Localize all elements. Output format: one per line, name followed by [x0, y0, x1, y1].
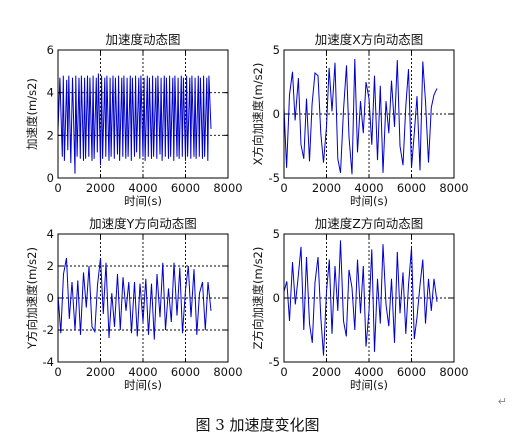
y-axis-label: Z方向加速度(m/s2) — [251, 247, 265, 350]
chart-title: 加速度动态图 — [105, 32, 180, 47]
y-tick-label: -4 — [43, 355, 54, 369]
y-tick-label: -5 — [269, 171, 280, 185]
y-tick-label: 6 — [47, 43, 54, 57]
x-tick-label: 6000 — [397, 181, 426, 195]
x-tick-label: 6000 — [397, 365, 426, 379]
x-tick-label: 8000 — [439, 365, 468, 379]
x-axis-label: 时间(s) — [350, 194, 388, 208]
x-tick-label: 0 — [54, 365, 61, 379]
x-tick-label: 0 — [280, 181, 287, 195]
x-tick-label: 6000 — [171, 365, 200, 379]
x-tick-label: 2000 — [312, 365, 341, 379]
x-tick-label: 8000 — [213, 365, 242, 379]
y-tick-label: -2 — [43, 323, 54, 337]
chart-4: 0 2000 4000 6000 8000-505加速度Z方向动态图时间(s)Z方向加速… — [251, 216, 469, 392]
x-tick-label: 8000 — [439, 181, 468, 195]
x-tick-label: 4000 — [354, 365, 383, 379]
x-tick-label: 2000 — [312, 181, 341, 195]
figure-caption-text: 图 3 加速度变化图 — [195, 416, 320, 434]
x-tick-label: 0 — [280, 365, 287, 379]
series-line-1 — [57, 257, 212, 340]
x-axis-label: 时间(s) — [124, 194, 162, 208]
chart-title: 加速度Z方向动态图 — [315, 216, 424, 231]
y-tick-label: 5 — [273, 43, 280, 57]
y-axis-label: Y方向加速度(m/s2) — [25, 247, 39, 350]
y-tick-label: -5 — [269, 355, 280, 369]
x-tick-label: 0 — [54, 181, 61, 195]
x-tick-label: 4000 — [354, 181, 383, 195]
y-axis-label: X方向加速度(m/s2) — [251, 63, 265, 166]
x-axis-label: 时间(s) — [350, 378, 388, 392]
paragraph-mark: ↵ — [497, 395, 507, 408]
x-tick-label: 6000 — [171, 181, 200, 195]
y-tick-label: 5 — [273, 227, 280, 241]
y-tick-label: 2 — [47, 259, 54, 273]
y-axis-label: 加速度(m/s2) — [25, 78, 39, 150]
y-tick-label: 4 — [47, 86, 54, 100]
x-tick-label: 8000 — [213, 181, 242, 195]
y-tick-label: 0 — [47, 291, 54, 305]
chart-title: 加速度X方向动态图 — [315, 32, 424, 47]
y-tick-label: 4 — [47, 227, 54, 241]
series-line-1 — [283, 58, 438, 175]
series-line-1 — [283, 240, 438, 356]
y-tick-label: 0 — [273, 291, 280, 305]
chart-2: 0 2000 4000 6000 8000-505加速度X方向动态图时间(s)X方向加速… — [251, 32, 469, 208]
x-tick-label: 4000 — [128, 365, 157, 379]
series-line-1 — [57, 73, 212, 174]
x-tick-label: 2000 — [86, 181, 115, 195]
y-tick-label: 0 — [47, 171, 54, 185]
y-tick-label: 0 — [273, 107, 280, 121]
y-tick-label: 2 — [47, 128, 54, 142]
x-tick-label: 4000 — [128, 181, 157, 195]
x-tick-label: 2000 — [86, 365, 115, 379]
figure-caption: 图 3 加速度变化图 — [0, 414, 515, 435]
chart-title: 加速度Y方向动态图 — [89, 216, 197, 231]
x-axis-label: 时间(s) — [124, 378, 162, 392]
